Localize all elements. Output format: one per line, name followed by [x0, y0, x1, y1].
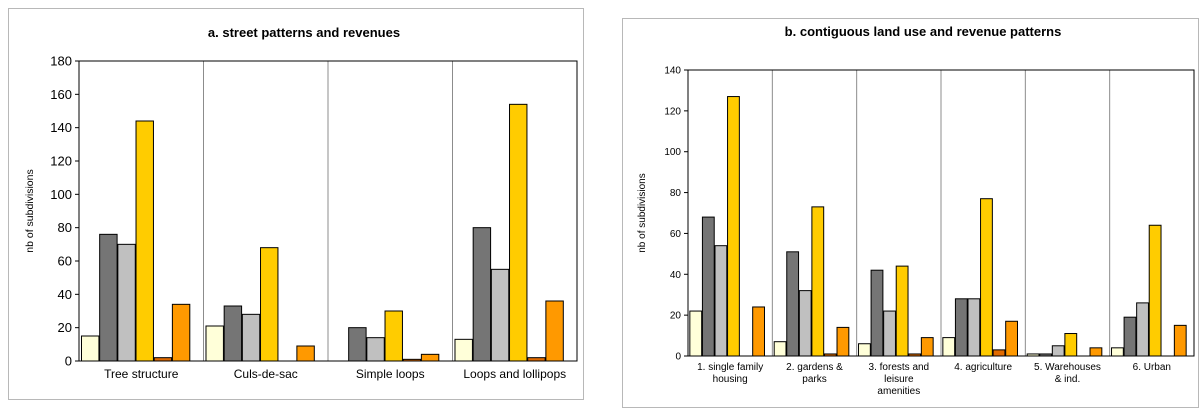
bar: [1089, 347, 1103, 357]
y-axis-label: nb of subdivisions: [637, 173, 648, 253]
bar: [992, 349, 1006, 357]
x-category-label: amenities: [877, 386, 920, 397]
bar: [1064, 333, 1078, 357]
bar: [135, 120, 154, 362]
y-tick-label: 60: [670, 229, 682, 240]
x-category-label: Simple loops: [356, 367, 425, 381]
bar: [836, 326, 850, 357]
bar: [454, 338, 473, 362]
y-tick-label: 60: [58, 254, 72, 269]
bar: [241, 313, 261, 362]
bar: [384, 310, 403, 362]
bar: [752, 306, 765, 357]
y-tick-label: 100: [664, 147, 681, 158]
chart-panel-land-use: b. contiguous land use and revenue patte…: [622, 18, 1199, 408]
bar: [99, 233, 118, 362]
bar: [348, 327, 367, 362]
y-tick-label: 160: [50, 87, 72, 102]
bar: [701, 216, 715, 357]
x-category-label: 6. Urban: [1133, 362, 1171, 373]
bar: [714, 245, 728, 357]
x-category-label: parks: [802, 374, 826, 385]
bar: [260, 247, 279, 362]
y-axis-label: nb of subdivisions: [24, 169, 36, 252]
bar: [80, 335, 100, 362]
bar: [1136, 302, 1149, 357]
bar: [786, 251, 800, 357]
chart-street-patterns: a. street patterns and revenues nb of sub…: [24, 25, 578, 381]
bar: [727, 96, 740, 357]
x-category-label: 3. forests and: [869, 362, 930, 373]
bar: [811, 206, 825, 357]
bar: [171, 303, 191, 362]
chart-title: b. contiguous land use and revenue patte…: [785, 24, 1062, 39]
y-tick-label: 120: [664, 106, 681, 117]
bar: [980, 198, 993, 357]
y-tick-label: 140: [664, 66, 681, 77]
bar: [1173, 324, 1187, 357]
bar: [883, 310, 896, 357]
bar: [870, 269, 884, 357]
y-tick-label: 180: [50, 54, 72, 69]
bar: [942, 337, 956, 357]
plot-area-border: [687, 69, 1195, 357]
y-tick-label: 40: [670, 270, 682, 281]
bar: [223, 305, 243, 362]
y-tick-label: 0: [65, 354, 72, 369]
bar: [895, 265, 909, 357]
chart-title: a. street patterns and revenues: [208, 25, 400, 40]
x-category-label: housing: [713, 374, 748, 385]
bar: [1123, 316, 1137, 357]
bar: [366, 337, 385, 362]
x-category-label: 5. Warehouses: [1034, 362, 1101, 373]
y-tick-label: 40: [58, 287, 72, 302]
bar: [490, 268, 510, 362]
x-category-label: Tree structure: [104, 367, 179, 381]
x-category-label: & ind.: [1055, 374, 1081, 385]
y-tick-label: 120: [50, 154, 72, 169]
x-category-label: 4. agriculture: [954, 362, 1012, 373]
bar: [798, 290, 812, 357]
x-category-label: Loops and lollipops: [463, 367, 566, 381]
bar: [472, 227, 492, 362]
y-tick-label: 0: [675, 352, 681, 363]
x-category-label: leisure: [884, 374, 914, 385]
y-tick-label: 20: [58, 320, 72, 335]
bar: [689, 310, 703, 357]
x-category-label: 2. gardens &: [786, 362, 843, 373]
plot-area-border: [78, 60, 578, 362]
bar: [858, 343, 871, 357]
bar: [920, 337, 934, 357]
bar: [117, 243, 136, 362]
bar: [967, 298, 981, 357]
bar: [545, 300, 564, 362]
bar: [509, 103, 528, 362]
y-tick-label: 140: [50, 120, 72, 135]
bar: [296, 345, 315, 362]
y-tick-label: 100: [50, 187, 72, 202]
y-tick-label: 20: [670, 311, 682, 322]
bar: [954, 298, 968, 357]
chart-panel-street-patterns: a. street patterns and revenues nb of sub…: [8, 8, 584, 400]
bar: [205, 325, 224, 362]
x-category-label: 1. single family: [697, 362, 763, 373]
chart-land-use: b. contiguous land use and revenue patte…: [637, 24, 1195, 397]
bar: [1005, 320, 1018, 357]
y-tick-label: 80: [670, 188, 682, 199]
bar: [773, 341, 787, 357]
bar: [1148, 224, 1162, 357]
bar: [1111, 347, 1124, 357]
bar: [420, 353, 440, 362]
y-tick-label: 80: [58, 220, 72, 235]
x-category-label: Culs-de-sac: [234, 367, 298, 381]
bar: [1051, 345, 1065, 357]
